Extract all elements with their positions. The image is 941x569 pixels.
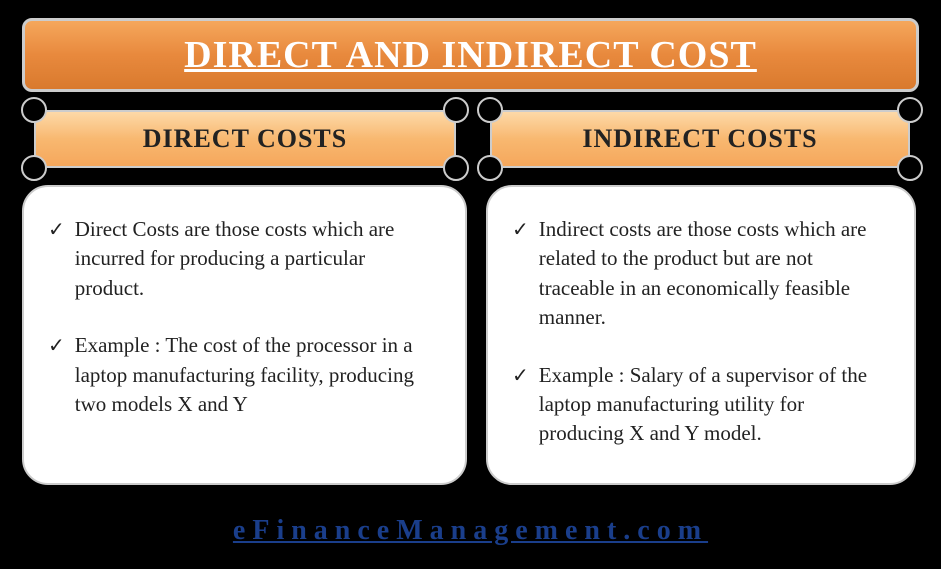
bullet-item: ✓ Example : The cost of the processor in… xyxy=(48,331,433,419)
main-title-banner: DIRECT AND INDIRECT COST xyxy=(22,18,919,92)
direct-costs-card: ✓ Direct Costs are those costs which are… xyxy=(22,185,467,485)
notch-decoration xyxy=(897,155,923,181)
bullet-item: ✓ Example : Salary of a supervisor of th… xyxy=(512,361,882,449)
indirect-bullet-2: Example : Salary of a supervisor of the … xyxy=(539,361,882,449)
check-icon: ✓ xyxy=(512,217,529,242)
indirect-costs-card: ✓ Indirect costs are those costs which a… xyxy=(486,185,916,485)
footer-link[interactable]: eFinanceManagement.com xyxy=(0,515,941,547)
notch-decoration xyxy=(443,97,469,123)
direct-bullet-2: Example : The cost of the processor in a… xyxy=(75,331,433,419)
notch-decoration xyxy=(477,97,503,123)
direct-costs-banner: DIRECT COSTS xyxy=(34,110,456,168)
notch-decoration xyxy=(21,97,47,123)
indirect-costs-heading: INDIRECT COSTS xyxy=(582,124,817,154)
main-title: DIRECT AND INDIRECT COST xyxy=(184,33,757,77)
notch-decoration xyxy=(897,97,923,123)
direct-bullet-1: Direct Costs are those costs which are i… xyxy=(75,215,433,303)
check-icon: ✓ xyxy=(48,333,65,358)
direct-costs-heading: DIRECT COSTS xyxy=(143,124,347,154)
check-icon: ✓ xyxy=(48,217,65,242)
bullet-item: ✓ Direct Costs are those costs which are… xyxy=(48,215,433,303)
notch-decoration xyxy=(477,155,503,181)
notch-decoration xyxy=(21,155,47,181)
notch-decoration xyxy=(443,155,469,181)
indirect-costs-banner: INDIRECT COSTS xyxy=(490,110,910,168)
indirect-bullet-1: Indirect costs are those costs which are… xyxy=(539,215,882,333)
bullet-item: ✓ Indirect costs are those costs which a… xyxy=(512,215,882,333)
check-icon: ✓ xyxy=(512,363,529,388)
